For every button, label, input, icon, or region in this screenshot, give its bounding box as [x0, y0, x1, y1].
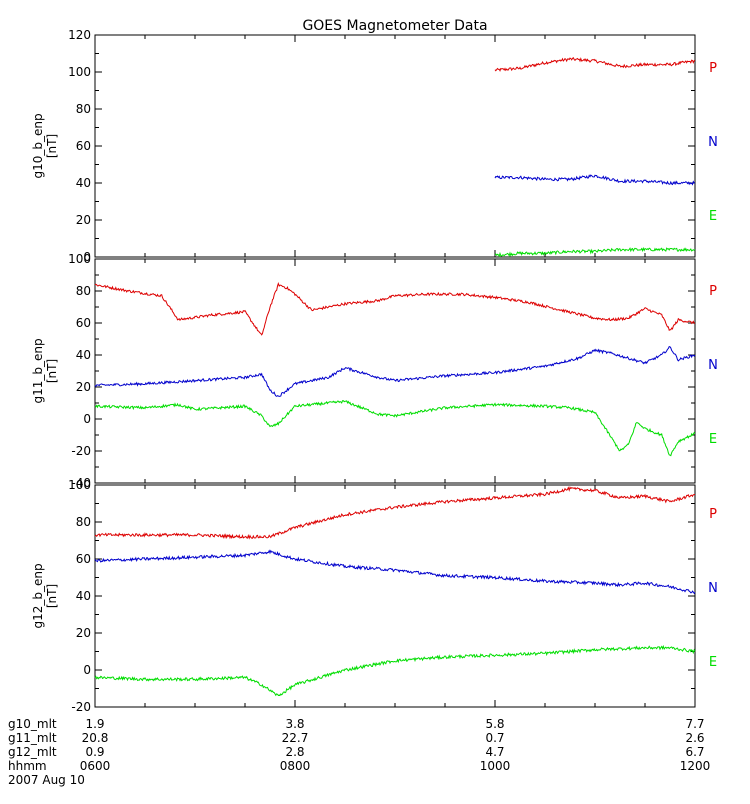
- series-line-E-panel-2: [94, 400, 696, 457]
- footer-value-g11_mlt: 20.8: [82, 731, 109, 745]
- footer-label-g12_mlt: g12_mlt: [8, 745, 57, 759]
- chart-title: GOES Magnetometer Data: [302, 18, 487, 34]
- y-axis-unit-3: [nT]: [45, 584, 59, 608]
- legend-E-panel-3: E: [709, 655, 717, 670]
- footer-value-g12_mlt: 4.7: [485, 745, 504, 759]
- y-axis-label-1: g10_b_enp: [31, 113, 45, 178]
- series-line-N-panel-1: [494, 174, 695, 186]
- y-tick-label: 80: [76, 284, 91, 298]
- legend-N-panel-2: N: [708, 358, 718, 373]
- y-tick-label: 0: [83, 412, 91, 426]
- y-tick-label: 80: [76, 515, 91, 529]
- footer-label-hhmm: hhmm: [8, 759, 47, 773]
- footer-value-g12_mlt: 2.8: [285, 745, 304, 759]
- y-tick-label: -20: [71, 444, 91, 458]
- footer-value-g12_mlt: 6.7: [685, 745, 704, 759]
- legend-E-panel-2: E: [709, 432, 717, 447]
- y-tick-label: 60: [76, 139, 91, 153]
- y-axis-label-2: g11_b_enp: [31, 338, 45, 403]
- footer-value-g11_mlt: 0.7: [485, 731, 504, 745]
- panel-frame-1: [94, 34, 696, 258]
- legend-P-panel-1: P: [709, 61, 717, 76]
- series-line-N-panel-3: [94, 549, 696, 595]
- series-line-N-panel-2: [94, 346, 696, 397]
- y-tick-label: 20: [76, 380, 91, 394]
- y-tick-label: 20: [76, 213, 91, 227]
- legend-N-panel-3: N: [708, 581, 718, 596]
- y-tick-label: 100: [68, 478, 91, 492]
- y-tick-label: 100: [68, 65, 91, 79]
- footer-value-g11_mlt: 2.6: [685, 731, 704, 745]
- footer-label-g10_mlt: g10_mlt: [8, 717, 57, 731]
- y-tick-label: 80: [76, 102, 91, 116]
- series-line-E-panel-1: [494, 246, 696, 258]
- series-line-P-panel-3: [94, 486, 696, 540]
- footer-value-g10_mlt: 3.8: [285, 717, 304, 731]
- y-tick-label: 60: [76, 316, 91, 330]
- y-tick-label: 40: [76, 176, 91, 190]
- y-tick-label: -20: [71, 700, 91, 714]
- legend-N-panel-1: N: [708, 135, 718, 150]
- y-tick-label: 40: [76, 589, 91, 603]
- series-line-P-panel-2: [94, 281, 696, 336]
- footer-value-hhmm: 1000: [480, 759, 511, 773]
- legend-E-panel-1: E: [709, 209, 717, 224]
- y-tick-label: 20: [76, 626, 91, 640]
- y-axis-unit-1: [nT]: [45, 134, 59, 158]
- y-tick-label: 120: [68, 28, 91, 42]
- y-axis-unit-2: [nT]: [45, 359, 59, 383]
- panel-frame-3: [94, 484, 696, 708]
- y-tick-label: 40: [76, 348, 91, 362]
- footer-value-g10_mlt: 5.8: [485, 717, 504, 731]
- series-line-P-panel-1: [494, 57, 696, 72]
- y-axis-label-3: g12_b_enp: [31, 563, 45, 628]
- panel-frame-2: [94, 258, 696, 484]
- y-tick-label: 100: [68, 252, 91, 266]
- footer-value-g12_mlt: 0.9: [85, 745, 104, 759]
- legend-P-panel-2: P: [709, 284, 717, 299]
- legend-P-panel-3: P: [709, 507, 717, 522]
- y-tick-label: 0: [83, 663, 91, 677]
- y-tick-label: -40: [71, 476, 91, 490]
- footer-value-g11_mlt: 22.7: [282, 731, 309, 745]
- footer-value-hhmm: 0800: [280, 759, 311, 773]
- footer-value-hhmm: 1200: [680, 759, 711, 773]
- footer-label-g11_mlt: g11_mlt: [8, 731, 57, 745]
- footer-value-g10_mlt: 7.7: [685, 717, 704, 731]
- y-tick-label: 0: [83, 250, 91, 264]
- series-line-E-panel-3: [94, 644, 696, 697]
- footer-value-hhmm: 0600: [80, 759, 111, 773]
- y-tick-label: 60: [76, 552, 91, 566]
- footer-value-g10_mlt: 1.9: [85, 717, 104, 731]
- footer-date: 2007 Aug 10: [8, 773, 85, 787]
